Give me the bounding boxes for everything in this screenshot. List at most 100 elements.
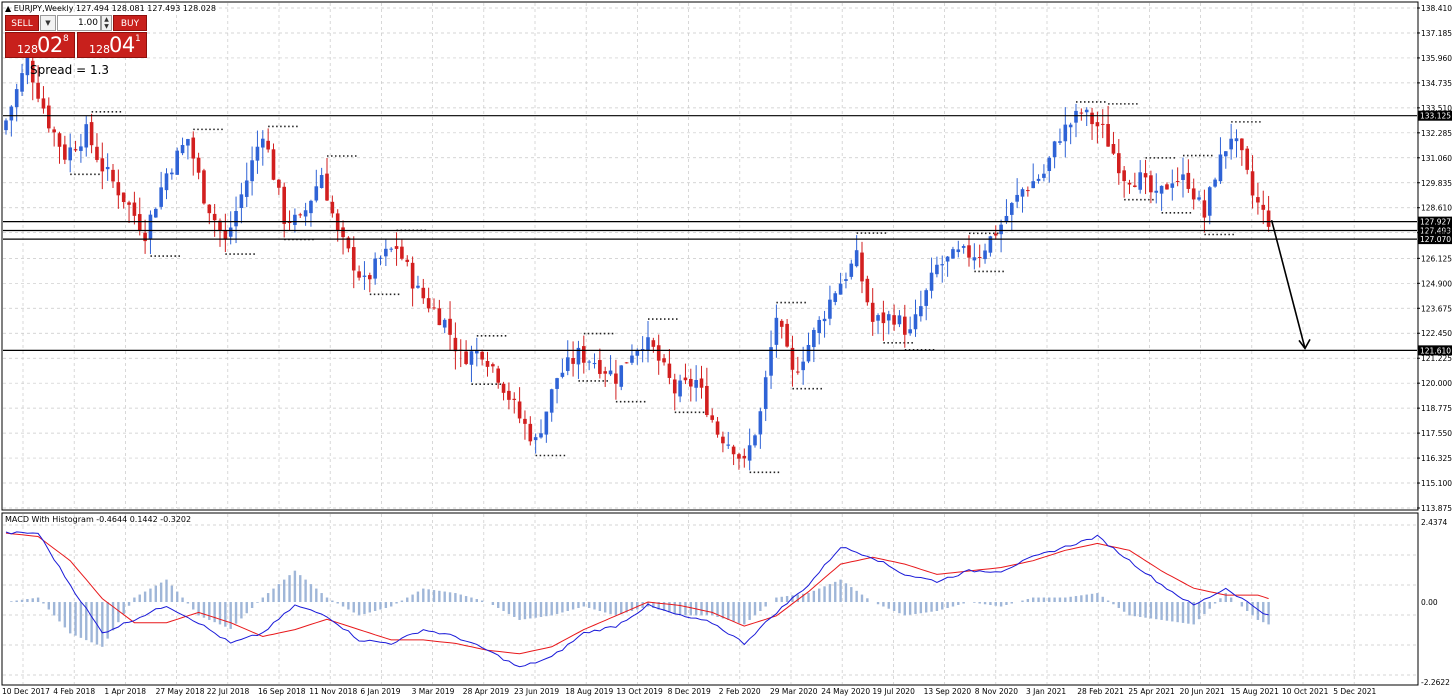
candle-body <box>710 415 714 420</box>
candles[interactable] <box>4 43 1271 471</box>
candle-body <box>742 455 747 459</box>
price-tick-label: 113.875 <box>1421 504 1452 513</box>
candle-body <box>951 249 955 259</box>
candle-body <box>731 446 736 455</box>
candle-body <box>1100 123 1105 125</box>
candle-body <box>940 264 945 266</box>
time-tick-label: 2 Feb 2020 <box>719 687 761 696</box>
candle-body <box>549 389 554 413</box>
candle-body <box>1224 151 1228 157</box>
macd-info-label: MACD With Histogram -0.4644 0.1442 -0.32… <box>5 515 191 524</box>
candle-body <box>694 380 698 388</box>
candle-body <box>239 194 244 209</box>
candle-body <box>309 200 313 214</box>
candle-body <box>496 368 500 383</box>
candle-body <box>469 351 474 365</box>
time-tick-label: 18 Aug 2019 <box>565 687 613 696</box>
candle-body <box>603 371 607 374</box>
candle-body <box>351 247 356 271</box>
level-price-tag <box>1418 110 1452 121</box>
candle-body <box>828 299 832 319</box>
candle-body <box>207 204 212 214</box>
candle-body <box>523 418 527 424</box>
candle-body <box>1159 185 1164 194</box>
time-tick-label: 8 Nov 2020 <box>975 687 1018 696</box>
candle-body <box>410 262 415 289</box>
candle-body <box>865 278 870 303</box>
candle-body <box>646 337 650 351</box>
time-tick-label: 1 Apr 2018 <box>104 687 146 696</box>
candle-body <box>228 227 233 237</box>
candle-body <box>282 186 286 224</box>
candle-body <box>464 351 468 364</box>
candle-body <box>806 344 811 362</box>
time-tick-label: 20 Jun 2021 <box>1180 687 1225 696</box>
candle-body <box>726 444 731 446</box>
spread-label: Spread = 1.3 <box>30 63 110 77</box>
time-tick-label: 19 Jul 2020 <box>872 687 915 696</box>
candle-body <box>737 454 741 459</box>
candle-body <box>1245 148 1249 170</box>
candle-body <box>672 379 677 394</box>
candle-body <box>159 187 163 207</box>
candle-body <box>1127 182 1132 185</box>
candle-body <box>935 264 939 275</box>
candle-body <box>191 137 196 159</box>
candle-body <box>41 98 46 109</box>
time-tick-label: 11 Nov 2018 <box>309 687 357 696</box>
price-tick-label: 118.775 <box>1421 404 1452 413</box>
level-price-tag <box>1418 234 1452 245</box>
sell-price-button[interactable]: 128 02 8 <box>5 32 75 58</box>
candle-body <box>378 257 383 259</box>
candle-body <box>137 214 142 231</box>
candle-body <box>769 347 773 376</box>
price-tick-label: 126.125 <box>1421 254 1452 263</box>
candle-body <box>1197 197 1201 200</box>
candle-body <box>1143 173 1148 178</box>
candle-body <box>656 345 661 361</box>
candle-body <box>1106 123 1110 147</box>
candle-body <box>442 319 447 328</box>
candle-body <box>1117 153 1121 174</box>
symbol-info-label: ▲ EURJPY,Weekly 127.494 128.081 127.493 … <box>5 4 216 13</box>
macd-histogram <box>10 570 1270 647</box>
candle-body <box>993 233 998 236</box>
price-tick-label: 116.325 <box>1421 454 1452 463</box>
candle-body <box>202 170 206 204</box>
projection-arrow[interactable] <box>1270 219 1311 350</box>
time-tick-label: 23 Jun 2019 <box>514 687 559 696</box>
candle-body <box>223 230 228 240</box>
candle-body <box>218 220 222 231</box>
candle-body <box>175 150 179 175</box>
level-price-label: 121.610 <box>1420 346 1451 355</box>
candle-body <box>84 124 89 148</box>
candle-body <box>314 186 319 201</box>
candle-body <box>528 423 533 442</box>
lot-spinner-icon[interactable]: ▲ ▼ <box>101 15 112 31</box>
candle-body <box>121 192 126 203</box>
time-tick-label: 10 Dec 2017 <box>2 687 50 696</box>
buy-price-button[interactable]: 128 04 1 <box>77 32 147 58</box>
candle-body <box>507 390 511 400</box>
buy-button[interactable]: BUY <box>113 15 147 31</box>
lot-dropdown-icon[interactable]: ▼ <box>40 15 56 31</box>
candle-body <box>1250 171 1255 196</box>
candle-body <box>763 377 768 409</box>
level-price-label: 127.493 <box>1420 226 1451 235</box>
price-tick-label: 127.385 <box>1421 229 1452 238</box>
sell-button[interactable]: SELL <box>5 15 39 31</box>
candle-body <box>261 138 265 148</box>
candle-body <box>341 227 345 238</box>
time-tick-label: 28 Apr 2019 <box>463 687 510 696</box>
arrow-head-icon <box>1298 338 1311 350</box>
candle-body <box>1063 124 1068 142</box>
candle-body <box>1004 215 1009 222</box>
candle-body <box>886 314 891 321</box>
level-price-label: 133.125 <box>1420 112 1451 121</box>
lot-size-input[interactable]: 1.00 <box>57 15 101 31</box>
candle-body <box>448 318 452 335</box>
candle-body <box>977 257 982 259</box>
price-tick-label: 115.100 <box>1421 479 1452 488</box>
